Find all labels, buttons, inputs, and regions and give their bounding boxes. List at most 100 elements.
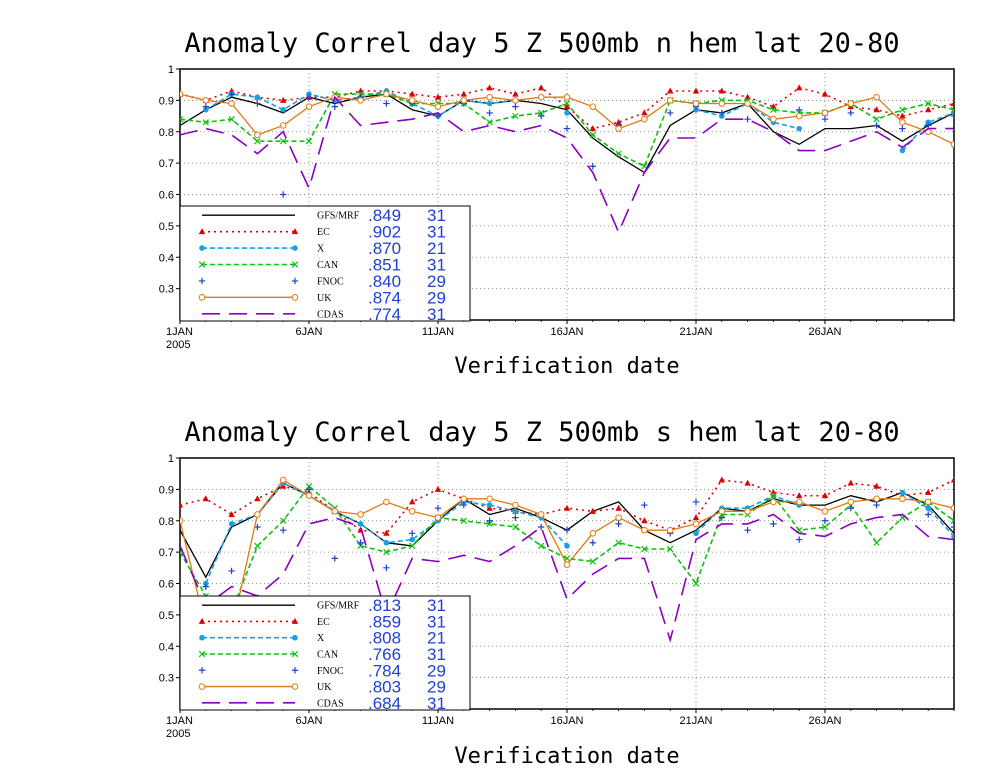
data-point xyxy=(279,137,287,145)
data-point xyxy=(615,514,622,521)
data-point xyxy=(409,498,416,505)
data-point xyxy=(873,93,880,101)
data-point xyxy=(951,533,954,540)
series-line xyxy=(180,95,954,235)
legend-marker xyxy=(291,228,299,235)
legend-count: 31 xyxy=(427,694,446,713)
data-point xyxy=(718,87,725,94)
data-point xyxy=(434,514,442,521)
data-point xyxy=(847,479,854,486)
data-point xyxy=(847,505,854,512)
data-point xyxy=(383,548,390,556)
legend-score: .902 xyxy=(368,223,401,242)
legend-marker xyxy=(198,650,206,658)
legend-score: .813 xyxy=(368,596,401,615)
legend-marker xyxy=(292,245,298,251)
y-tick-label: 0.4 xyxy=(159,641,174,653)
data-point xyxy=(305,492,313,499)
legend-series-name: GFS/MRF xyxy=(317,601,360,612)
x-tick-label: 16JAN xyxy=(550,715,583,727)
data-point xyxy=(744,100,751,107)
y-tick-label: 0.6 xyxy=(159,579,174,591)
data-point xyxy=(512,90,519,97)
data-point xyxy=(925,106,932,113)
chart-title: Anomaly Correl day 5 Z 500mb n hem lat 2… xyxy=(184,28,899,59)
data-point xyxy=(409,536,416,543)
data-point xyxy=(615,539,622,546)
y-tick-label: 1 xyxy=(168,453,174,465)
data-point xyxy=(460,501,467,509)
legend-count: 21 xyxy=(427,629,446,648)
legend-entry: X .870 21 xyxy=(199,239,446,258)
data-point xyxy=(950,141,954,148)
x-tick-sublabel: 2005 xyxy=(166,339,190,351)
series-line xyxy=(180,513,954,643)
data-point xyxy=(847,100,855,107)
data-point xyxy=(821,116,829,123)
data-point xyxy=(692,580,700,587)
legend-count: 31 xyxy=(427,612,446,631)
data-point xyxy=(563,561,571,568)
data-point xyxy=(383,100,390,107)
data-point xyxy=(434,103,442,110)
data-point xyxy=(357,521,364,527)
data-point xyxy=(589,103,597,110)
legend-series-name: CAN xyxy=(317,260,338,271)
legend-series-name: X xyxy=(317,633,325,644)
data-point xyxy=(331,508,339,515)
data-point xyxy=(615,150,622,157)
data-point xyxy=(280,106,287,113)
data-point xyxy=(279,122,287,129)
series-uk xyxy=(180,476,954,634)
series-cdas xyxy=(180,513,954,643)
legend-count: 29 xyxy=(427,661,446,680)
legend-marker xyxy=(198,261,206,268)
data-point xyxy=(899,106,906,114)
data-point xyxy=(641,526,648,534)
legend-marker xyxy=(291,294,299,301)
legend-score: .851 xyxy=(368,256,401,275)
data-point xyxy=(228,510,235,517)
data-point xyxy=(512,112,519,120)
x-tick-label: 6JAN xyxy=(296,715,323,727)
y-tick-label: 1 xyxy=(168,64,174,76)
y-tick-label: 0.5 xyxy=(159,610,174,622)
data-point xyxy=(847,109,854,117)
data-point xyxy=(821,492,829,499)
data-point xyxy=(537,93,545,101)
data-point xyxy=(873,495,880,503)
data-point xyxy=(180,115,184,123)
legend-score: .774 xyxy=(368,305,401,324)
data-point xyxy=(873,106,880,113)
data-point xyxy=(744,526,751,534)
data-point xyxy=(254,495,261,502)
data-point xyxy=(847,498,855,506)
legend-marker xyxy=(291,277,299,285)
legend-series-name: GFS/MRF xyxy=(317,211,360,222)
data-point xyxy=(770,115,777,123)
data-point xyxy=(615,125,622,132)
data-point xyxy=(383,90,390,98)
legend-marker xyxy=(198,683,206,690)
data-point xyxy=(357,539,364,546)
data-point xyxy=(180,501,184,508)
data-point xyxy=(563,103,571,110)
data-point xyxy=(180,90,184,98)
y-tick-label: 0.3 xyxy=(159,673,174,685)
data-point xyxy=(537,511,545,518)
data-point xyxy=(409,530,416,537)
legend-score: .870 xyxy=(368,239,401,258)
data-point xyxy=(408,542,416,550)
data-point xyxy=(486,502,493,508)
data-point xyxy=(821,109,829,117)
legend-series-name: X xyxy=(317,244,325,255)
data-point xyxy=(434,93,442,100)
y-tick-label: 0.6 xyxy=(159,190,174,202)
legend-series-name: CAN xyxy=(317,650,338,661)
data-point xyxy=(512,501,519,509)
data-point xyxy=(744,116,751,123)
data-point xyxy=(641,163,648,170)
data-point xyxy=(434,505,442,512)
x-tick-label: 11JAN xyxy=(422,715,454,727)
legend-score: .874 xyxy=(368,288,401,307)
